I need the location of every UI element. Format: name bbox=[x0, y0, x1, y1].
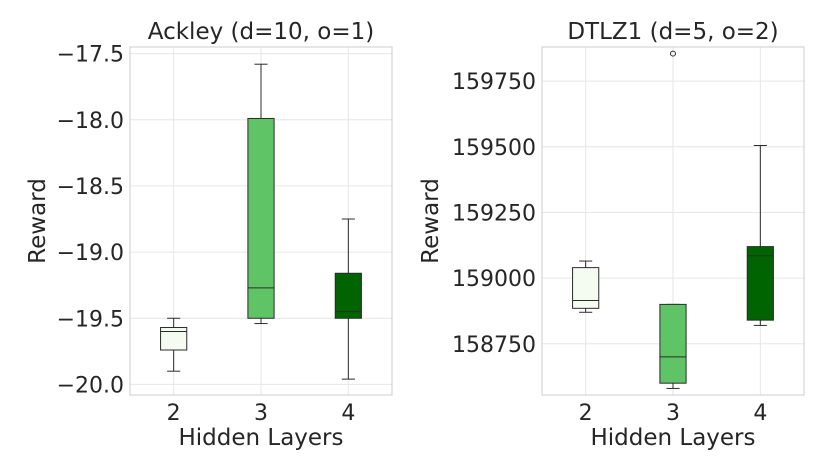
y-tick-label: −18.5 bbox=[57, 175, 124, 200]
y-tick-label: −18.0 bbox=[57, 109, 124, 134]
y-tick-label: −19.0 bbox=[57, 241, 124, 266]
box-body bbox=[160, 327, 188, 351]
x-tick-label: 3 bbox=[666, 401, 680, 426]
x-axis-label: Hidden Layers bbox=[178, 425, 343, 451]
x-tick-label: 2 bbox=[167, 401, 181, 426]
box-body bbox=[247, 117, 275, 319]
y-axis-label: Reward bbox=[418, 178, 444, 264]
x-tick-label: 4 bbox=[341, 401, 355, 426]
y-tick-label: 159500 bbox=[452, 136, 536, 161]
y-tick-label: 159750 bbox=[452, 70, 536, 95]
y-axis-label: Reward bbox=[25, 178, 51, 264]
plot-frame bbox=[129, 46, 393, 396]
outlier-point bbox=[670, 50, 676, 57]
box-body bbox=[334, 272, 362, 319]
plot-frame bbox=[541, 46, 805, 396]
x-tick-label: 4 bbox=[753, 401, 767, 426]
y-tick-label: −19.5 bbox=[57, 307, 124, 332]
x-tick-label: 3 bbox=[254, 401, 268, 426]
box-body bbox=[659, 303, 687, 384]
y-tick-label: −20.0 bbox=[57, 373, 124, 398]
x-tick-label: 2 bbox=[579, 401, 593, 426]
y-tick-label: 159250 bbox=[452, 201, 536, 226]
box-body bbox=[746, 246, 774, 321]
chart-title: Ackley (d=10, o=1) bbox=[148, 19, 374, 45]
y-tick-label: 159000 bbox=[452, 267, 536, 292]
y-tick-label: −17.5 bbox=[57, 43, 124, 68]
box-body bbox=[572, 267, 600, 309]
x-axis-label: Hidden Layers bbox=[590, 425, 755, 451]
chart-title: DTLZ1 (d=5, o=2) bbox=[567, 19, 778, 45]
y-tick-label: 158750 bbox=[452, 333, 536, 358]
